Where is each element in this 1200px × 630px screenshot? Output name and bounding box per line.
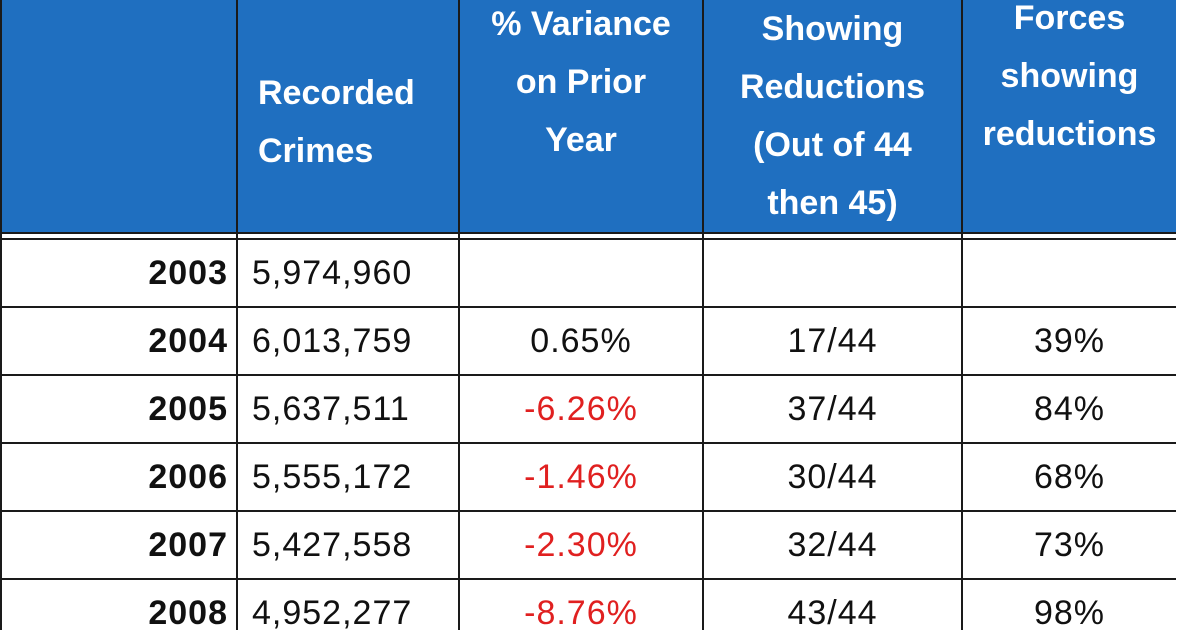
header-showing-reductions-label: Showing Reductions (Out of 44 then 45) (739, 10, 926, 222)
header-forces-showing-reductions: Forces showing reductions (961, 0, 1178, 234)
recorded-crimes-cell: 5,637,511 (236, 374, 460, 444)
table-row: 2008 4,952,277 -8.76% 43/44 98% (0, 578, 1178, 630)
table-row: 2007 5,427,558 -2.30% 32/44 73% (0, 510, 1178, 580)
table-row: 2006 5,555,172 -1.46% 30/44 68% (0, 442, 1178, 512)
table-row: 2004 6,013,759 0.65% 17/44 39% (0, 306, 1178, 376)
showing-reductions-cell: 32/44 (702, 510, 963, 580)
forces-percent-cell: 98% (961, 578, 1178, 630)
showing-reductions-cell (702, 238, 963, 308)
forces-percent-cell: 39% (961, 306, 1178, 376)
variance-cell: -2.30% (458, 510, 704, 580)
showing-reductions-cell: 43/44 (702, 578, 963, 630)
recorded-crimes-cell: 4,952,277 (236, 578, 460, 630)
spacer-cell (702, 233, 963, 240)
recorded-crimes-cell: 6,013,759 (236, 306, 460, 376)
showing-reductions-cell: 37/44 (702, 374, 963, 444)
header-variance-label: % Variance on Prior Year (491, 5, 671, 159)
header-showing-reductions: Showing Reductions (Out of 44 then 45) (702, 0, 963, 234)
header-forces-label: Forces showing reductions (982, 0, 1157, 153)
forces-percent-cell: 84% (961, 374, 1178, 444)
variance-cell: -8.76% (458, 578, 704, 630)
forces-percent-cell: 68% (961, 442, 1178, 512)
year-cell: 2005 (0, 374, 238, 444)
header-corner-cell (0, 0, 238, 234)
forces-percent-cell: 73% (961, 510, 1178, 580)
year-cell: 2006 (0, 442, 238, 512)
variance-cell: -1.46% (458, 442, 704, 512)
right-margin (1176, 0, 1200, 630)
recorded-crimes-cell: 5,427,558 (236, 510, 460, 580)
variance-cell: -6.26% (458, 374, 704, 444)
spacer-cell (0, 233, 238, 240)
header-variance: % Variance on Prior Year (458, 0, 704, 234)
year-cell: 2008 (0, 578, 238, 630)
header-row: Recorded Crimes % Variance on Prior Year… (0, 0, 1178, 234)
year-cell: 2003 (0, 238, 238, 308)
showing-reductions-cell: 17/44 (702, 306, 963, 376)
variance-cell: 0.65% (458, 306, 704, 376)
spacer-cell (236, 233, 460, 240)
recorded-crimes-cell: 5,974,960 (236, 238, 460, 308)
recorded-crimes-cell: 5,555,172 (236, 442, 460, 512)
table-row: 2005 5,637,511 -6.26% 37/44 84% (0, 374, 1178, 444)
table-row: 2003 5,974,960 (0, 238, 1178, 308)
year-cell: 2004 (0, 306, 238, 376)
forces-percent-cell (961, 238, 1178, 308)
showing-reductions-cell: 30/44 (702, 442, 963, 512)
spacer-cell (458, 233, 704, 240)
year-cell: 2007 (0, 510, 238, 580)
header-spacer-row (0, 233, 1178, 240)
header-recorded-crimes-label: Recorded Crimes (258, 74, 415, 170)
header-recorded-crimes: Recorded Crimes (236, 0, 460, 234)
variance-cell (458, 238, 704, 308)
